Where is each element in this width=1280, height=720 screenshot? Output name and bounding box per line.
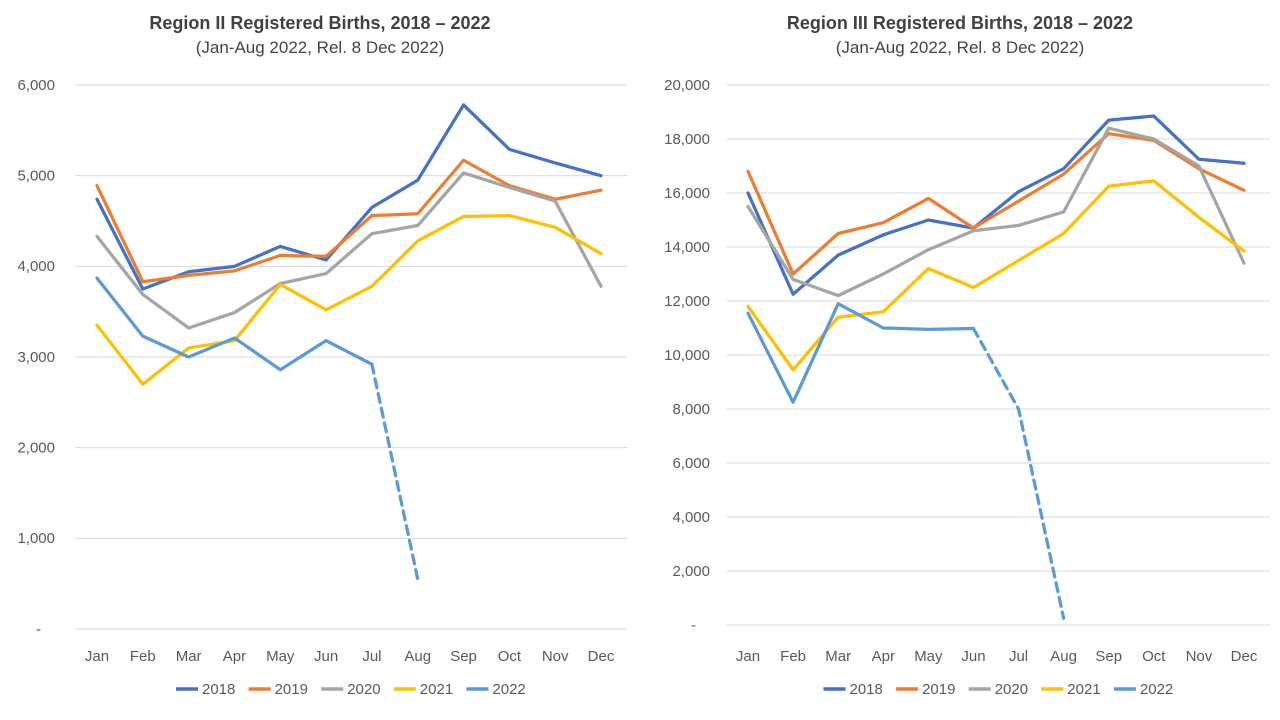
legend-label-2018: 2018 <box>850 681 883 698</box>
x-axis-month-label: Oct <box>1142 648 1166 665</box>
series-line-2022-dashed <box>370 362 420 581</box>
series-line-2019 <box>95 158 603 284</box>
x-axis-month-label: Dec <box>588 648 615 665</box>
x-axis-month-label: Feb <box>780 648 806 665</box>
x-axis-month-label: Jan <box>85 648 109 665</box>
y-axis-tick-label: 2,000 <box>672 563 710 580</box>
y-axis-tick-label: 18,000 <box>664 131 710 148</box>
x-axis-month-label: Nov <box>542 648 569 665</box>
x-axis-month-label: Sep <box>450 648 477 665</box>
x-axis-month-label: May <box>914 648 943 665</box>
x-axis-month-label: Jun <box>961 648 985 665</box>
series-line-2018 <box>95 103 603 291</box>
x-axis-month-label: Feb <box>130 648 156 665</box>
x-axis-month-label: Oct <box>498 648 522 665</box>
line-chart-plot: 20,000 18,000 16,000 14,000 12,000 10,000 8,00… <box>664 77 1270 698</box>
y-axis-tick-label: 4,000 <box>17 258 55 275</box>
series-line-2022-dashed <box>971 326 1066 620</box>
y-axis-tick-label: 3,000 <box>17 349 55 366</box>
x-axis-month-label: Jul <box>1009 648 1028 665</box>
x-axis-month-label: Dec <box>1231 648 1258 665</box>
x-axis-month-label: Aug <box>404 648 431 665</box>
x-axis-month-label: May <box>266 648 295 665</box>
legend-label-2022: 2022 <box>492 681 525 698</box>
series-line-2022 <box>95 276 374 372</box>
x-axis-month-label: Nov <box>1186 648 1213 665</box>
x-axis-month-label: Aug <box>1050 648 1077 665</box>
chart-region-ii: Region II Registered Births, 2018 – 2022… <box>17 13 627 698</box>
legend-label-2019: 2019 <box>922 681 955 698</box>
y-axis-tick-label: 14,000 <box>664 239 710 256</box>
legend-label-2019: 2019 <box>275 681 308 698</box>
x-axis-month-label: Mar <box>176 648 202 665</box>
legend-label-2021: 2021 <box>420 681 453 698</box>
y-axis-tick-label: 8,000 <box>672 401 710 418</box>
legend-label-2020: 2020 <box>347 681 380 698</box>
series-line-2022 <box>746 302 976 404</box>
legend-label-2021: 2021 <box>1067 681 1100 698</box>
legend-label-2018: 2018 <box>202 681 235 698</box>
x-axis-month-label: Mar <box>825 648 851 665</box>
y-axis-tick-label: - <box>691 617 696 634</box>
chart-title: Region II Registered Births, 2018 – 2022 <box>149 13 491 33</box>
x-axis-month-label: Apr <box>223 648 246 665</box>
y-axis-tick-label: 1,000 <box>17 530 55 547</box>
y-axis-tick-label: 20,000 <box>664 77 710 94</box>
y-axis-tick-label: 4,000 <box>672 509 710 526</box>
series-line-2019 <box>746 131 1246 276</box>
y-axis-tick-label: - <box>36 621 41 638</box>
legend-label-2020: 2020 <box>995 681 1028 698</box>
y-axis-tick-label: 2,000 <box>17 439 55 456</box>
y-axis-tick-label: 5,000 <box>17 167 55 184</box>
x-axis-month-label: Sep <box>1095 648 1122 665</box>
x-axis-month-label: Jul <box>362 648 381 665</box>
x-axis-month-label: Apr <box>872 648 895 665</box>
y-axis-tick-label: 6,000 <box>17 77 55 94</box>
y-axis-tick-label: 10,000 <box>664 347 710 364</box>
chart-subtitle: (Jan-Aug 2022, Rel. 8 Dec 2022) <box>835 38 1085 57</box>
chart-subtitle: (Jan-Aug 2022, Rel. 8 Dec 2022) <box>195 38 445 57</box>
series-line-2020 <box>746 126 1246 298</box>
series-line-2021 <box>95 213 603 386</box>
series-line-2020 <box>95 171 603 330</box>
x-axis-month-label: Jun <box>314 648 338 665</box>
line-chart-plot: 6,000 5,000 4,000 3,000 2,000 1,000 - Jan Feb Mar… <box>17 77 627 698</box>
x-axis-month-label: Jan <box>736 648 760 665</box>
y-axis-tick-label: 6,000 <box>672 455 710 472</box>
series-line-2021 <box>746 179 1246 372</box>
y-axis-tick-label: 12,000 <box>664 293 710 310</box>
chart-title: Region III Registered Births, 2018 – 202… <box>786 13 1134 33</box>
y-axis-tick-label: 16,000 <box>664 185 710 202</box>
legend-label-2022: 2022 <box>1140 681 1173 698</box>
series-line-2018 <box>746 114 1246 296</box>
chart-region-iii: Region III Registered Births, 2018 – 202… <box>640 0 1280 720</box>
